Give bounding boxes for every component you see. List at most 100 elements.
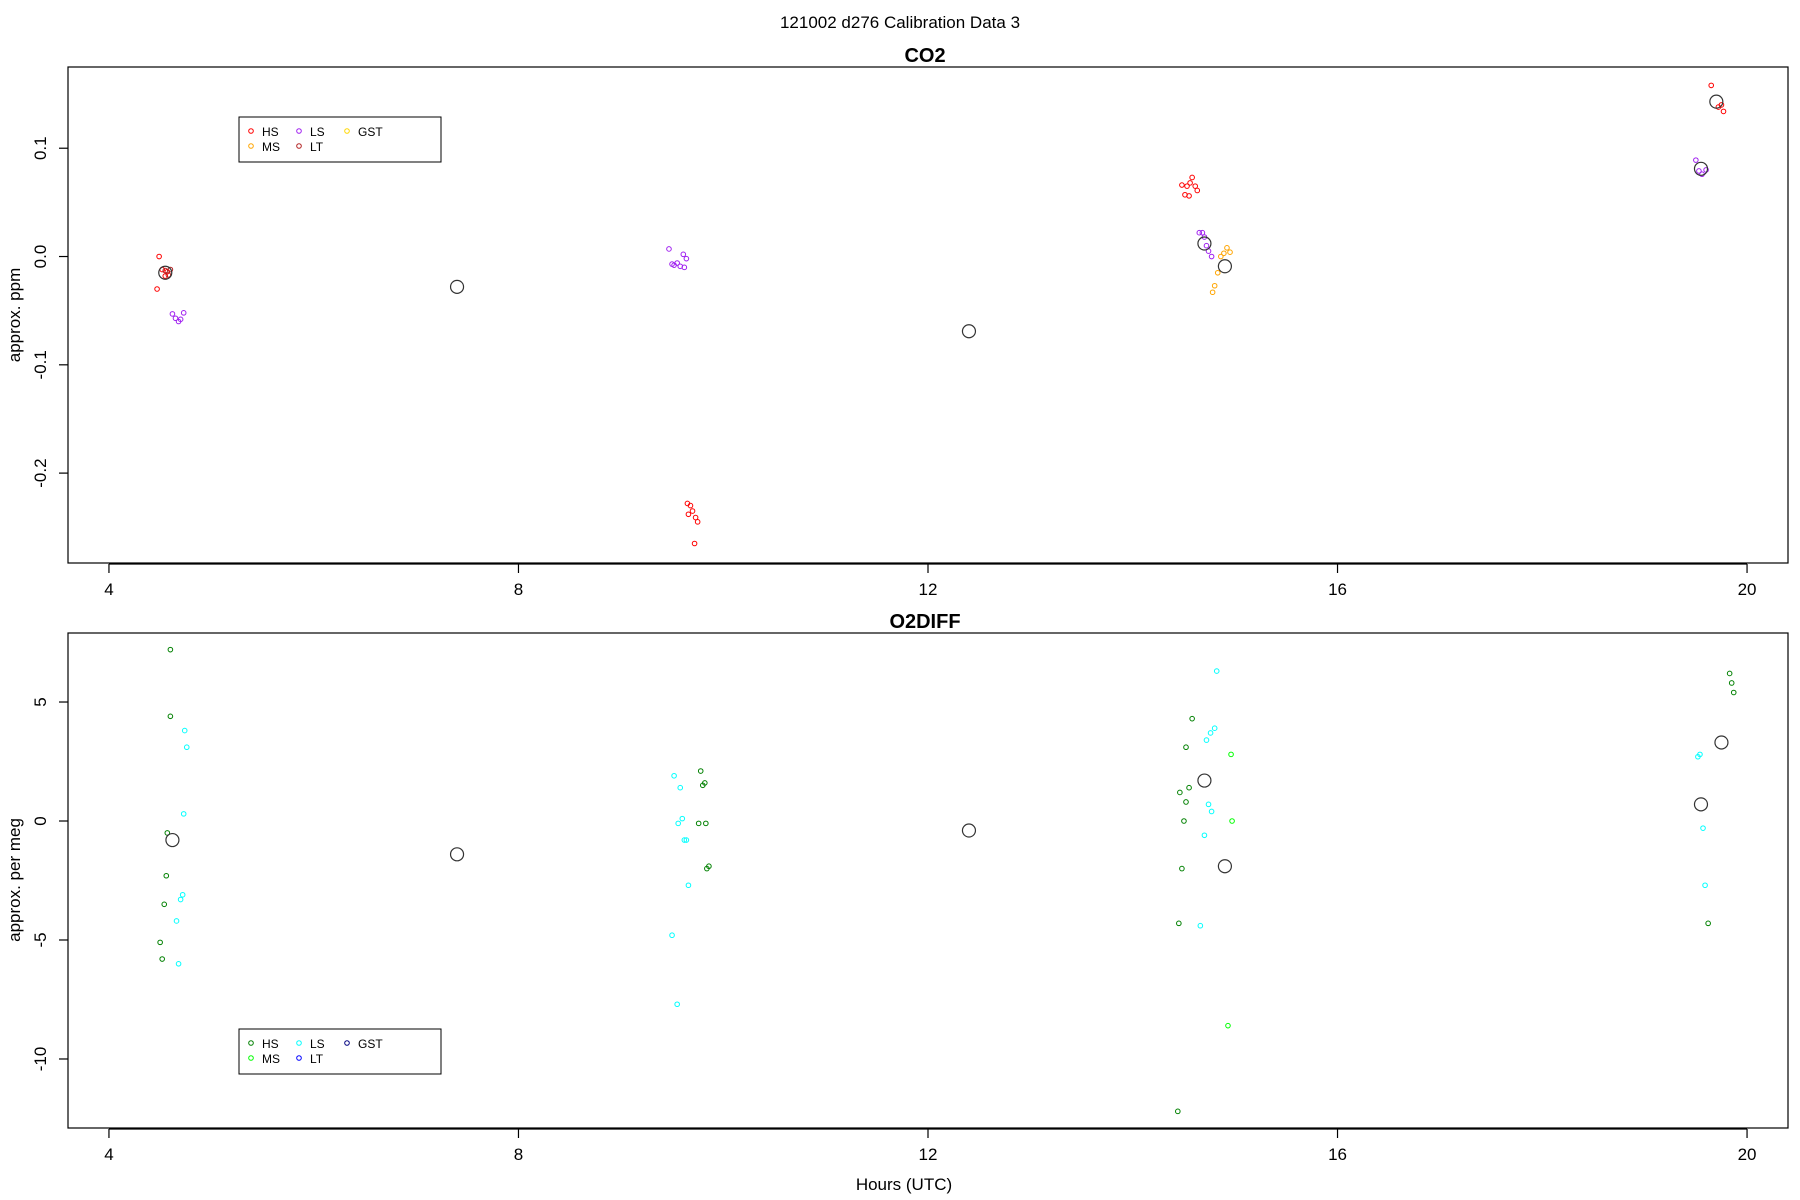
o2diff-mean-marker — [1714, 735, 1729, 750]
co2-mean-marker — [1709, 94, 1724, 109]
o2diff-point-hs — [1177, 789, 1183, 796]
o2diff-mean-marker — [165, 832, 180, 848]
o2diff-point-ms — [1229, 818, 1235, 824]
co2-series-ls — [169, 157, 1709, 325]
o2diff-point-hs — [1176, 920, 1182, 927]
o2diff-point-ls — [1700, 825, 1706, 831]
co2-point-ls — [1696, 168, 1702, 174]
o2diff-x-tick-label: 8 — [514, 1145, 523, 1164]
o2diff-point-hs — [1175, 1108, 1181, 1115]
o2diff-series-ls — [173, 668, 1708, 1008]
o2diff-point-ls — [179, 891, 186, 898]
co2-mean-marker — [1693, 161, 1709, 176]
co2-legend-label: HS — [262, 125, 279, 139]
o2diff-point-hs — [704, 865, 710, 872]
co2-point-hs — [1720, 108, 1727, 115]
figure-title: 121002 d276 Calibration Data 3 — [780, 13, 1020, 32]
o2diff-point-hs — [1189, 715, 1195, 722]
co2-point-hs — [1708, 82, 1715, 89]
co2-point-ms — [1214, 269, 1221, 276]
o2diff-point-ls — [1197, 922, 1204, 929]
co2-point-ls — [180, 310, 187, 316]
co2-point-ls — [674, 260, 680, 266]
o2diff-point-hs — [1728, 680, 1735, 686]
co2-legend-marker — [344, 128, 350, 134]
o2diff-point-hs — [167, 646, 174, 653]
o2diff-x-axis: 4 8 12 16 20 — [104, 1128, 1757, 1164]
o2diff-y-tick-label: 5 — [31, 697, 50, 706]
o2diff-point-ls — [671, 772, 677, 779]
o2diff-point-ls — [675, 820, 681, 827]
co2-point-hs — [1186, 193, 1192, 199]
o2diff-legend-label: LS — [310, 1037, 325, 1051]
o2diff-point-ls — [1207, 730, 1214, 736]
co2-y-axis-label: approx. ppm — [5, 268, 24, 363]
o2diff-point-ls — [681, 837, 688, 843]
co2-point-hs — [162, 273, 169, 279]
o2diff-point-hs — [161, 901, 168, 908]
o2diff-mean-marker — [449, 847, 465, 862]
o2diff-point-hs — [157, 939, 163, 946]
o2diff-point-hs — [1726, 670, 1733, 677]
co2-mean-marker — [158, 265, 173, 280]
o2diff-point-ls — [181, 727, 188, 734]
co2-legend-marker — [296, 128, 302, 134]
co2-plot-frame — [67, 66, 1789, 564]
o2diff-mean-marker — [1197, 773, 1212, 788]
co2-y-axis: -0.2 -0.1 0.0 0.1 — [31, 136, 68, 488]
o2diff-point-ls — [175, 960, 182, 967]
co2-point-hs — [1192, 183, 1199, 189]
o2diff-point-hs — [1183, 799, 1189, 805]
o2diff-legend-box — [238, 1028, 442, 1075]
co2-point-hs — [1187, 180, 1193, 186]
o2diff-point-ls — [674, 1001, 680, 1008]
co2-point-ls — [169, 311, 176, 317]
co2-point-ms — [1227, 249, 1233, 255]
o2diff-point-ms — [1225, 1022, 1231, 1029]
co2-legend-marker — [248, 128, 254, 134]
co2-point-ls — [681, 264, 688, 271]
o2diff-point-ls — [177, 896, 184, 903]
co2-point-ms — [1209, 289, 1216, 296]
co2-y-tick-label: -0.2 — [31, 458, 50, 487]
co2-mean-marker — [1217, 259, 1233, 274]
o2diff-y-tick-label: -10 — [31, 1047, 50, 1072]
o2diff-legend-marker — [248, 1040, 254, 1046]
o2diff-point-hs — [163, 872, 170, 879]
o2diff-mean-marker — [1217, 859, 1233, 874]
o2diff-point-ls — [1695, 753, 1701, 760]
co2-point-hs — [1189, 174, 1195, 181]
co2-y-tick-label: 0.0 — [31, 245, 50, 269]
co2-mean-marker — [449, 279, 465, 294]
co2-x-tick-label: 4 — [104, 580, 113, 599]
o2diff-series-hs — [157, 646, 1737, 1115]
co2-point-ls — [1199, 229, 1206, 236]
o2diff-point-ls — [183, 744, 190, 751]
o2diff-point-ls — [677, 784, 684, 791]
co2-point-ls — [666, 246, 672, 252]
x-axis-label: Hours (UTC) — [856, 1175, 952, 1194]
o2diff-point-hs — [703, 820, 709, 827]
co2-legend-marker — [296, 143, 302, 149]
co2-point-ls — [683, 255, 690, 262]
co2-point-ms — [1211, 282, 1218, 289]
o2diff-plot-frame — [67, 632, 1789, 1129]
o2diff-mean-marker — [1693, 797, 1709, 812]
co2-series-lt — [162, 266, 174, 278]
co2-y-tick-label: 0.1 — [31, 136, 50, 160]
o2diff-series-ms — [1225, 751, 1235, 1029]
co2-point-hs — [1184, 183, 1190, 189]
co2-point-ls — [177, 316, 184, 323]
o2diff-point-ls — [180, 811, 187, 817]
o2diff-point-ls — [669, 932, 675, 939]
o2diff-point-ls — [1208, 808, 1215, 815]
co2-point-ls — [1203, 242, 1210, 249]
o2diff-mean-marker — [961, 823, 977, 838]
o2diff-point-ls — [679, 815, 686, 822]
co2-means — [158, 94, 1724, 339]
co2-point-hs — [687, 502, 694, 509]
co2-point-ls — [1196, 229, 1203, 236]
o2diff-point-ls — [1702, 882, 1708, 889]
co2-point-hs — [154, 286, 160, 292]
